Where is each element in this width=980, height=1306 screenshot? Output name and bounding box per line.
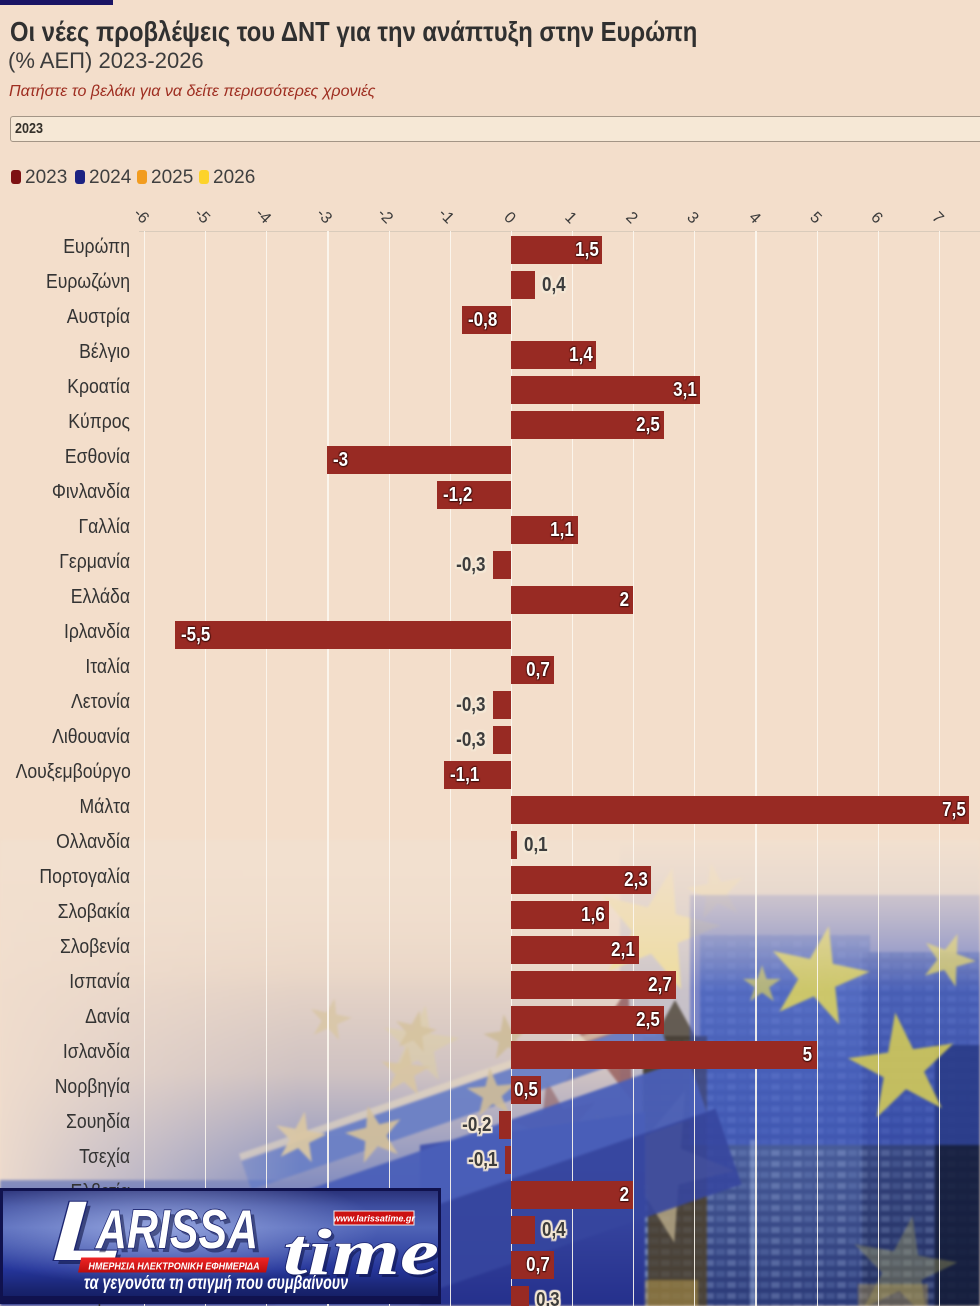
svg-text:ARISSA: ARISSA xyxy=(98,1203,262,1264)
svg-text:www.larissatime.gr: www.larissatime.gr xyxy=(333,1214,415,1224)
svg-text:ARISSA: ARISSA xyxy=(94,1199,258,1260)
svg-text:τα γεγονότα τη στιγμή που συμβ: τα γεγονότα τη στιγμή που συμβαίνουν xyxy=(84,1272,349,1293)
svg-text:time: time xyxy=(283,1215,439,1288)
svg-text:time: time xyxy=(286,1218,441,1291)
svg-text:ΗΜΕΡΗΣΙΑ ΗΛΕΚΤΡΟΝΙΚΗ ΕΦΗΜΕΡΙΔΑ: ΗΜΕΡΗΣΙΑ ΗΛΕΚΤΡΟΝΙΚΗ ΕΦΗΜΕΡΙΔΑ xyxy=(88,1261,259,1273)
